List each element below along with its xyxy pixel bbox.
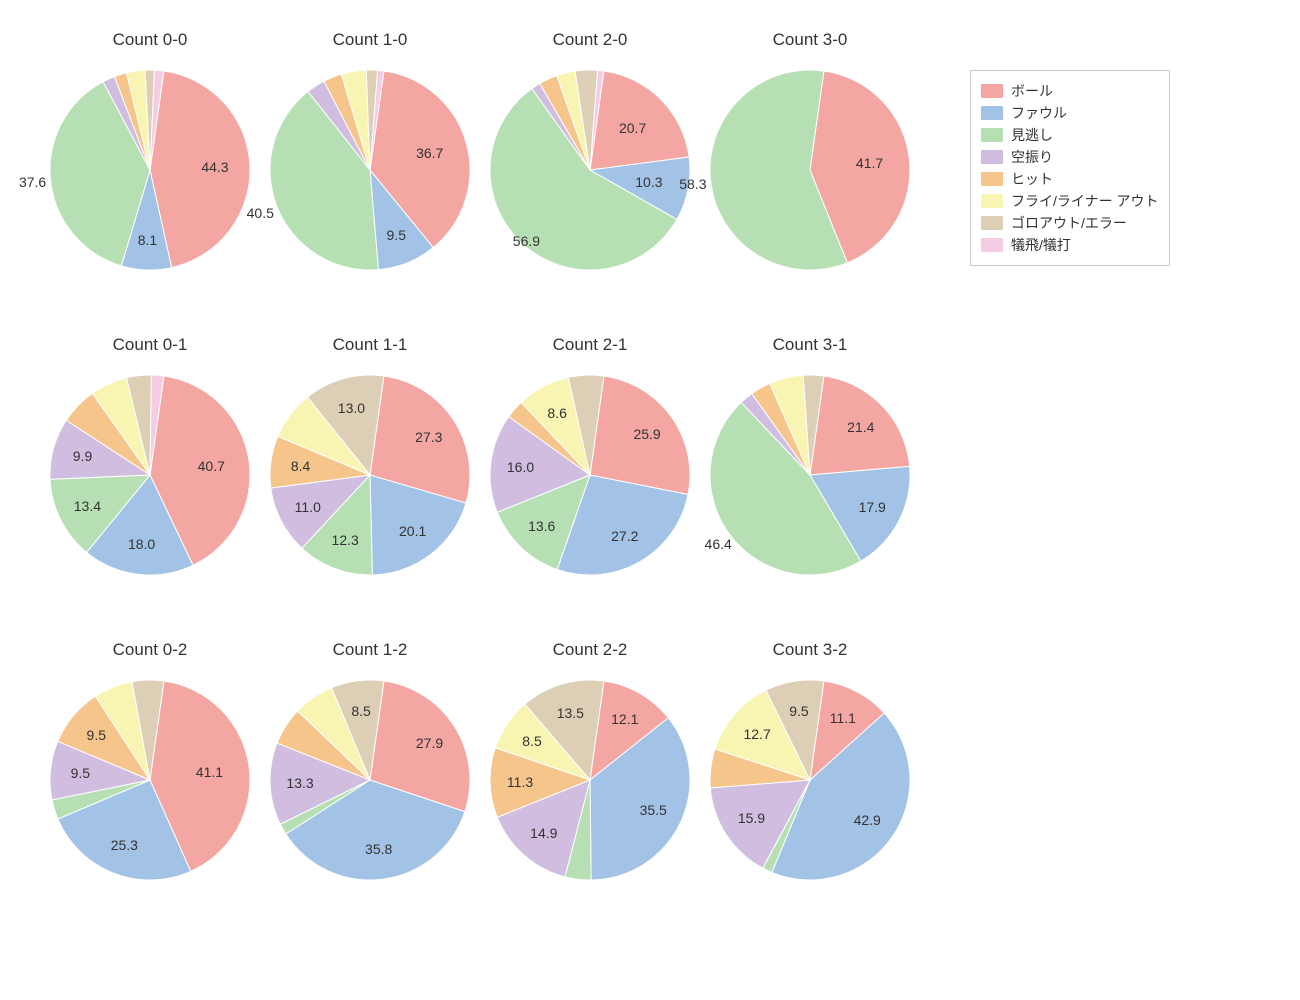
slice-label-look: 13.4 [74,498,101,514]
slice-label-look: 37.6 [19,174,46,190]
slice-label-swing: 9.9 [73,448,92,464]
slice-label-ball: 21.4 [847,419,874,435]
slice-label-look: 58.3 [679,176,706,192]
slice-label-ball: 27.3 [415,429,442,445]
slice-label-ball: 12.1 [611,711,638,727]
slice-label-hit: 11.3 [507,774,533,790]
slice-label-hit: 8.4 [291,458,310,474]
chart-title: Count 2-0 [490,30,690,50]
slice-label-look: 12.3 [332,532,359,548]
pie-chart [264,64,476,276]
slice-label-flyout: 12.7 [743,726,770,742]
slice-label-groundout: 13.5 [557,705,584,721]
legend: ボールファウル見逃し空振りヒットフライ/ライナー アウトゴロアウト/エラー犠飛/… [970,70,1170,266]
slice-label-ball: 40.7 [198,458,225,474]
legend-label: 犠飛/犠打 [1011,235,1071,255]
legend-item-hit: ヒット [981,169,1159,189]
legend-swatch [981,150,1003,164]
slice-label-swing: 9.5 [71,765,90,781]
slice-label-hit: 9.5 [87,727,106,743]
legend-swatch [981,172,1003,186]
legend-swatch [981,84,1003,98]
slice-label-ball: 44.3 [201,159,228,175]
slice-label-flyout: 8.6 [547,405,566,421]
chart-title: Count 0-1 [50,335,250,355]
slice-label-foul: 20.1 [399,523,426,539]
slice-label-foul: 17.9 [859,499,886,515]
legend-item-look: 見逃し [981,125,1159,145]
slice-label-swing: 14.9 [530,825,557,841]
slice-label-ball: 27.9 [416,735,443,751]
legend-label: 空振り [1011,147,1053,167]
slice-label-look: 46.4 [705,536,732,552]
chart-title: Count 2-2 [490,640,690,660]
chart-title: Count 3-1 [710,335,910,355]
slice-label-foul: 27.2 [611,528,638,544]
slice-label-foul: 8.1 [138,232,157,248]
chart-title: Count 2-1 [490,335,690,355]
slice-label-foul: 35.8 [365,841,392,857]
slice-label-ball: 41.1 [196,764,223,780]
slice-label-foul: 42.9 [854,812,881,828]
figure: Count 0-0 44.3 8.1 37.6 Count 1-0 36.7 9.5 40.5… [0,0,1300,1000]
slice-label-groundout: 13.0 [338,400,365,416]
legend-label: ヒット [1011,169,1053,189]
slice-label-flyout: 8.5 [522,733,541,749]
slice-label-look: 56.9 [513,233,540,249]
legend-label: 見逃し [1011,125,1053,145]
slice-label-groundout: 9.5 [789,703,808,719]
slice-label-foul: 35.5 [640,802,667,818]
legend-item-ball: ボール [981,81,1159,101]
pie-chart [264,369,476,581]
chart-title: Count 3-2 [710,640,910,660]
legend-swatch [981,216,1003,230]
slice-label-foul: 18.0 [128,536,155,552]
legend-label: ファウル [1011,103,1067,123]
slice-label-swing: 11.0 [295,499,321,515]
slice-label-groundout: 8.5 [351,703,370,719]
pie-chart [484,369,696,581]
chart-title: Count 0-0 [50,30,250,50]
legend-swatch [981,128,1003,142]
slice-label-ball: 20.7 [619,120,646,136]
legend-item-sac: 犠飛/犠打 [981,235,1159,255]
slice-label-ball: 11.1 [830,710,856,726]
chart-title: Count 0-2 [50,640,250,660]
legend-label: ボール [1011,81,1053,101]
legend-swatch [981,106,1003,120]
pie-chart [704,369,916,581]
slice-label-look: 40.5 [247,205,274,221]
legend-item-swing: 空振り [981,147,1159,167]
slice-label-ball: 25.9 [633,426,660,442]
chart-title: Count 1-1 [270,335,470,355]
slice-label-swing: 15.9 [738,810,765,826]
slice-label-foul: 25.3 [111,837,138,853]
slice-label-swing: 13.3 [286,775,313,791]
pie-chart [704,64,916,276]
legend-item-flyout: フライ/ライナー アウト [981,191,1159,211]
chart-title: Count 1-0 [270,30,470,50]
slice-label-ball: 41.7 [856,155,883,171]
slice-label-swing: 16.0 [507,459,534,475]
legend-label: ゴロアウト/エラー [1011,213,1127,233]
legend-label: フライ/ライナー アウト [1011,191,1159,211]
slice-label-ball: 36.7 [416,145,443,161]
slice-label-foul: 10.3 [635,174,662,190]
legend-swatch [981,238,1003,252]
slice-label-foul: 9.5 [387,227,406,243]
legend-item-foul: ファウル [981,103,1159,123]
legend-item-groundout: ゴロアウト/エラー [981,213,1159,233]
chart-title: Count 1-2 [270,640,470,660]
pie-chart [704,674,916,886]
chart-title: Count 3-0 [710,30,910,50]
legend-swatch [981,194,1003,208]
slice-label-look: 13.6 [528,518,555,534]
